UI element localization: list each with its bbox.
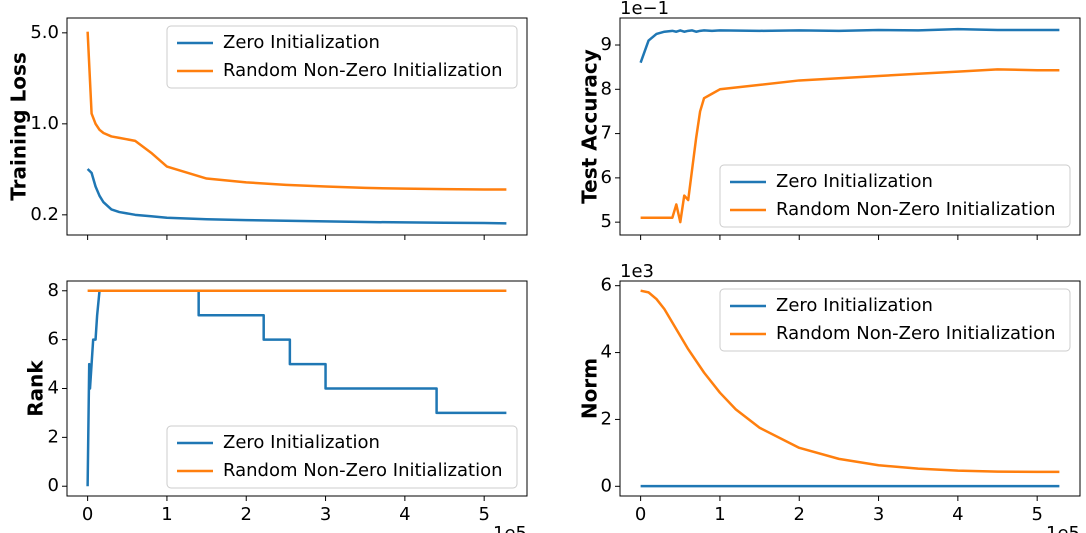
series-line (86, 289, 507, 487)
y-tick-label: 0 (48, 475, 59, 496)
y-tick-label: 5 (601, 211, 612, 232)
legend-label: Zero Initialization (223, 432, 380, 453)
legend-label: Random Non-Zero Initialization (223, 460, 503, 481)
y-axis-label: Test Accuracy (578, 49, 602, 204)
y-tick-label: 1.0 (30, 113, 59, 134)
x-tick-label: 1 (161, 504, 172, 525)
x-tick-label: 4 (952, 504, 963, 525)
y-tick-label: 0 (601, 475, 612, 496)
series-line (86, 31, 507, 191)
x-tick-label: 0 (82, 504, 93, 525)
x-multiplier: 1e5 (493, 523, 527, 533)
series-line (640, 68, 1060, 224)
x-tick-label: 5 (1031, 504, 1042, 525)
y-tick-label: 8 (601, 78, 612, 99)
y-tick-label: 4 (601, 342, 612, 363)
y-tick-label: 5.0 (30, 22, 59, 43)
y-tick-label: 2 (48, 426, 59, 447)
x-tick-label: 5 (478, 504, 489, 525)
y-tick-label: 8 (48, 280, 59, 301)
x-tick-label: 1 (714, 504, 725, 525)
axes-frame (619, 280, 1081, 497)
y-axis-label: Norm (578, 358, 602, 419)
legend-label: Zero Initialization (223, 32, 380, 53)
y-tick-label: 6 (48, 329, 59, 350)
legend-box (719, 288, 1071, 352)
legend-label: Zero Initialization (776, 295, 933, 316)
series-line (639, 27, 1060, 64)
x-multiplier: 1e5 (1046, 523, 1080, 533)
legend-label: Random Non-Zero Initialization (776, 323, 1056, 344)
y-tick-label: 7 (601, 123, 612, 144)
y-tick-label: 6 (601, 275, 612, 296)
y-multiplier: 1e−1 (620, 0, 669, 19)
x-tick-label: 0 (635, 504, 646, 525)
y-axis-label: Rank (24, 360, 48, 417)
y-tick-label: 2 (601, 408, 612, 429)
legend-label: Random Non-Zero Initialization (776, 199, 1056, 220)
x-tick-label: 2 (794, 504, 805, 525)
legend-box (719, 164, 1071, 228)
axes-frame (66, 17, 528, 236)
legend-label: Zero Initialization (776, 171, 933, 192)
y-tick-label: 9 (601, 34, 612, 55)
legend-box (166, 425, 518, 489)
y-multiplier: 1e3 (620, 261, 654, 282)
x-tick-label: 3 (320, 504, 331, 525)
legend-box (166, 25, 518, 89)
y-tick-label: 6 (601, 167, 612, 188)
series-line (86, 168, 507, 225)
legend-label: Random Non-Zero Initialization (223, 60, 503, 81)
y-tick-label: 4 (48, 378, 59, 399)
x-tick-label: 4 (399, 504, 410, 525)
x-tick-label: 3 (873, 504, 884, 525)
x-tick-label: 2 (241, 504, 252, 525)
y-tick-label: 0.2 (30, 204, 59, 225)
axes-frame (619, 17, 1081, 236)
series-line (640, 289, 1060, 474)
y-axis-label: Training Loss (7, 52, 31, 201)
